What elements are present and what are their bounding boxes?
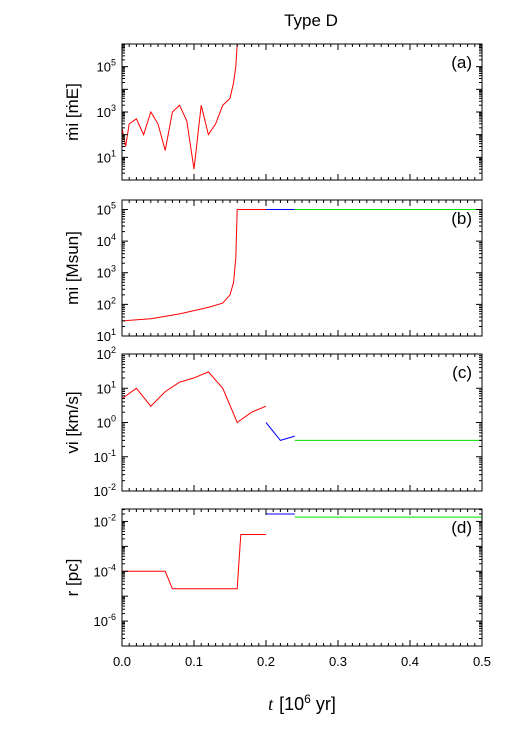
x-tick-label: 0.0 (113, 654, 131, 669)
y-tick-label: 104 (97, 232, 116, 249)
y-tick-label: 101 (97, 327, 116, 344)
y-tick-label: 103 (97, 103, 116, 120)
panel-a-series (122, 44, 238, 170)
x-axis-label: t [106 yr] (268, 692, 336, 714)
x-tick-label: 0.1 (185, 654, 203, 669)
series-line-c-0 (122, 371, 267, 424)
panel-d-series (122, 513, 482, 590)
y-tick-label: 101 (97, 148, 116, 165)
panel-d-frame (121, 508, 483, 647)
panel-b-ylabel: mi [Msun] (63, 231, 82, 305)
y-tick-label: 10-2 (94, 512, 116, 529)
panel-d-ylabel: r [pc] (63, 559, 82, 597)
x-tick-label: 0.5 (473, 654, 491, 669)
series-line-b-0 (122, 209, 266, 322)
panel-c: 10-2 10-1 100 101 102 (c) vi [km/s] (63, 345, 483, 499)
panel-b: 101 102 103 104 105 (b) mi [Msun] (63, 199, 483, 344)
panel-b-tag: (b) (451, 209, 472, 228)
series-line-a-0 (122, 44, 238, 170)
y-tick-label: 10-4 (94, 562, 116, 579)
x-tick-label: 0.4 (401, 654, 419, 669)
panel-c-tag: (c) (452, 363, 472, 382)
y-tick-label: 10-1 (94, 448, 116, 465)
panel-a: 101 103 105 (a) ṁi [ṁE] (63, 43, 483, 181)
y-tick-label: 100 (97, 414, 116, 431)
y-tick-label: 101 (97, 379, 116, 396)
y-tick-label: 103 (97, 264, 116, 281)
panel-d-tag: (d) (451, 518, 472, 537)
y-tick-label: 10-2 (94, 482, 116, 499)
series-line-c-1 (265, 422, 295, 441)
y-tick-label: 105 (97, 58, 116, 75)
panel-a-ylabel: ṁi [ṁE] (63, 83, 82, 141)
panel-c-series (122, 371, 482, 441)
y-tick-label: 10-6 (94, 612, 116, 629)
x-tick-label: 0.3 (329, 654, 347, 669)
panel-a-tag: (a) (451, 53, 472, 72)
x-axis-tick-labels: 0.0 0.1 0.2 0.3 0.4 0.5 (113, 654, 491, 669)
panel-d: 10-6 10-4 10-2 (d) r [pc] (63, 508, 483, 647)
series-line-d-0 (122, 534, 266, 590)
x-label-var: t (268, 694, 274, 714)
panel-b-frame (121, 199, 483, 337)
y-tick-label: 105 (97, 200, 116, 217)
figure-title: Type D (284, 11, 338, 30)
panel-c-frame (121, 353, 483, 492)
panel-c-ylabel: vi [km/s] (63, 391, 82, 453)
y-tick-label: 102 (97, 345, 116, 362)
y-tick-label: 102 (97, 295, 116, 312)
panel-b-series (122, 209, 482, 322)
x-tick-label: 0.2 (257, 654, 275, 669)
panel-a-frame (121, 43, 483, 181)
